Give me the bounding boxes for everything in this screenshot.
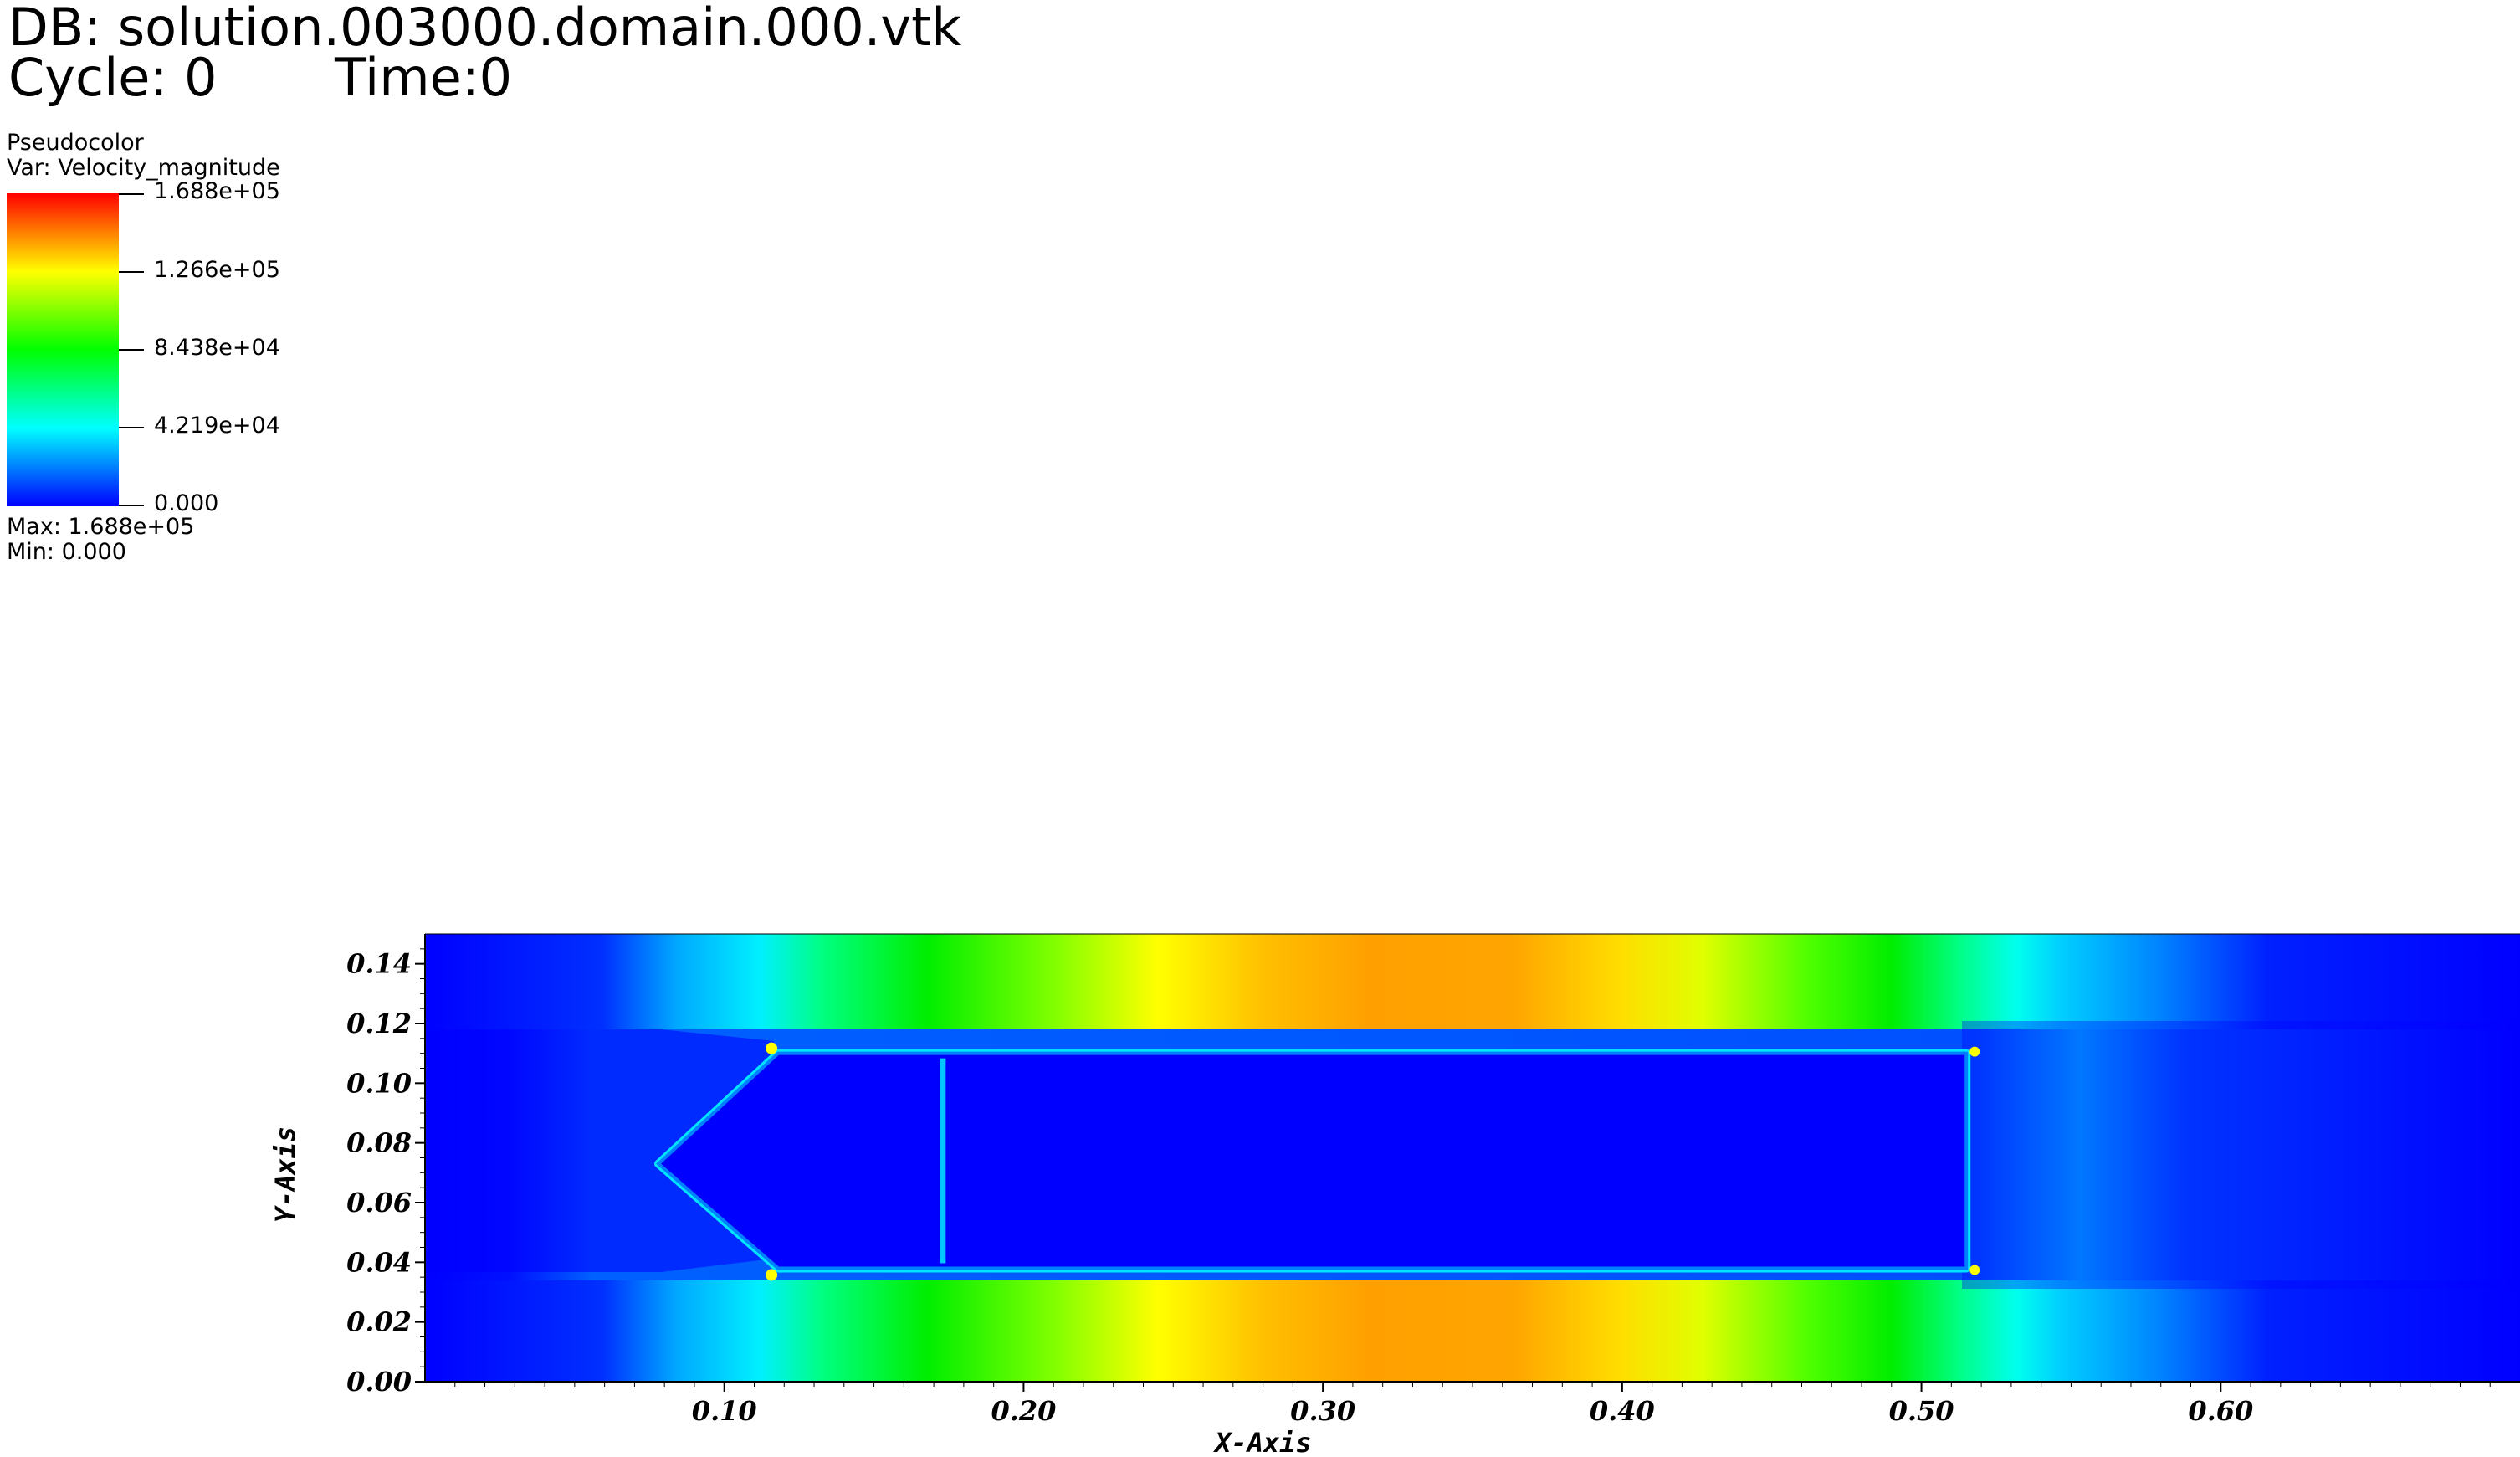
y-tick-label: 0.12 — [346, 1008, 412, 1039]
x-tick-label: 0.10 — [692, 1395, 757, 1427]
legend-min: Min: 0.000 — [7, 539, 126, 565]
body-layer — [654, 1042, 1980, 1281]
database-title: DB: solution.003000.domain.000.vtk — [8, 0, 962, 58]
y-axis-title: Y-Axis — [269, 1126, 301, 1224]
x-tick-label: 0.50 — [1889, 1395, 1954, 1427]
colorbar — [7, 193, 119, 506]
x-axis-title: X-Axis — [1212, 1427, 1312, 1457]
colorbar-tick — [119, 271, 144, 273]
x-tick-label: 0.60 — [2188, 1395, 2253, 1427]
colorbar-tick — [119, 193, 144, 195]
y-tick-label: 0.08 — [346, 1127, 412, 1159]
colorbar-tick-label: 1.266e+05 — [154, 257, 280, 283]
colorbar-tick — [119, 349, 144, 351]
colorbar-tick-label: 0.000 — [154, 490, 219, 516]
legend-plot-type: Pseudocolor — [7, 130, 144, 156]
y-tick-label: 0.10 — [346, 1067, 412, 1099]
legend-variable: Var: Velocity_magnitude — [7, 155, 280, 181]
colorbar-tick — [119, 427, 144, 428]
axes: 0.10 0.20 0.30 0.40 0.50 0.60 0.00 0.02 0.04 0.06… — [269, 933, 2520, 1457]
y-tick-label: 0.02 — [346, 1306, 412, 1338]
y-tick-label: 0.06 — [346, 1187, 412, 1218]
lower-shoulder-hotspot — [766, 1269, 778, 1281]
upper-shoulder-hotspot — [766, 1042, 778, 1054]
time-label: Time:0 — [335, 47, 513, 108]
y-tick-label: 0.14 — [346, 948, 412, 980]
x-tick-label: 0.30 — [1290, 1395, 1355, 1427]
y-tick-label: 0.00 — [346, 1366, 412, 1398]
x-tick-label: 0.40 — [1590, 1395, 1655, 1427]
legend-max: Max: 1.688e+05 — [7, 514, 195, 540]
lower-tail-hotspot — [1969, 1265, 1980, 1275]
colorbar-tick-label: 8.438e+04 — [154, 335, 280, 361]
x-tick-label: 0.20 — [991, 1395, 1056, 1427]
colorbar-tick-label: 4.219e+04 — [154, 413, 280, 439]
colorbar-tick — [119, 505, 144, 506]
upper-tail-hotspot — [1969, 1046, 1980, 1057]
colorbar-tick-label: 1.688e+05 — [154, 178, 280, 204]
body-interior — [656, 1051, 1969, 1270]
y-tick-label: 0.04 — [346, 1246, 412, 1278]
cycle-label: Cycle: 0 — [8, 47, 218, 108]
